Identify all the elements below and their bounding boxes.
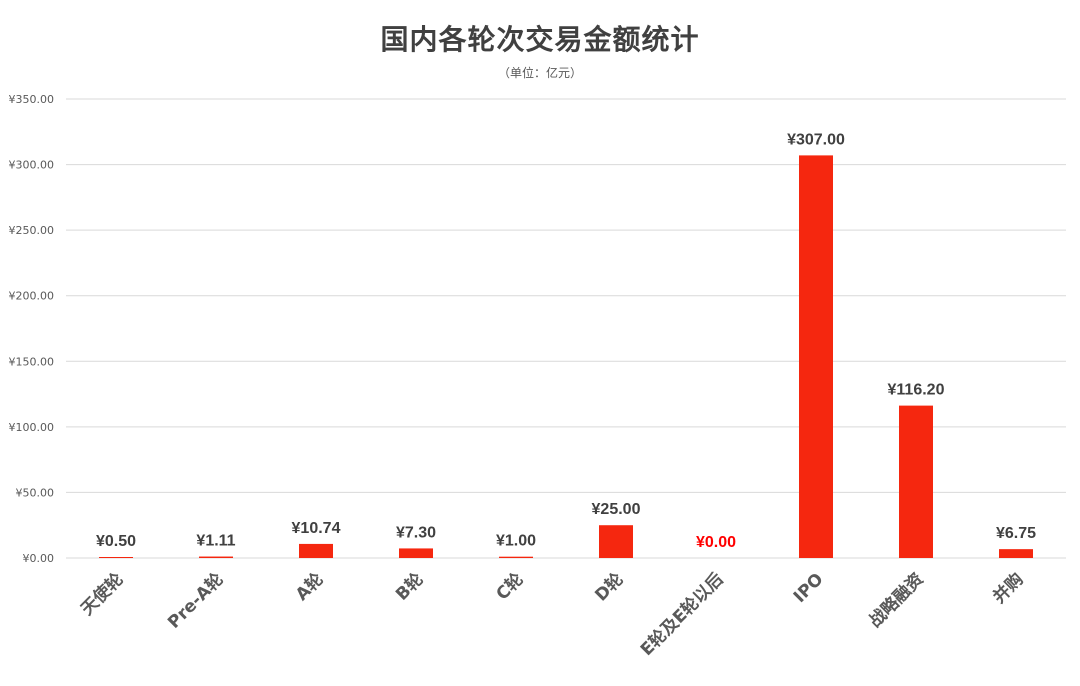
bar xyxy=(599,525,633,558)
x-tick-label: A轮 xyxy=(291,569,327,605)
bar xyxy=(99,557,133,558)
bar xyxy=(999,549,1033,558)
data-label: ¥0.50 xyxy=(96,533,136,550)
data-label: ¥307.00 xyxy=(787,131,845,148)
y-tick-label: ¥0.00 xyxy=(23,552,55,565)
chart-subtitle: （单位：亿元） xyxy=(497,66,582,80)
y-tick-label: ¥150.00 xyxy=(9,355,55,368)
bar xyxy=(299,543,333,558)
bar xyxy=(899,405,933,558)
bar xyxy=(399,548,433,558)
y-tick-label: ¥300.00 xyxy=(9,159,55,172)
data-label: ¥1.11 xyxy=(196,533,235,550)
data-label: ¥1.00 xyxy=(496,533,536,550)
data-label: ¥25.00 xyxy=(592,501,641,518)
data-label: ¥7.30 xyxy=(396,524,436,541)
y-tick-label: ¥50.00 xyxy=(16,486,55,499)
x-tick-label: 并购 xyxy=(989,569,1028,608)
bar xyxy=(799,155,833,559)
x-tick-label: C轮 xyxy=(492,569,528,605)
data-label: ¥116.20 xyxy=(888,382,945,399)
x-tick-label: 天使轮 xyxy=(77,569,128,620)
x-tick-label: D轮 xyxy=(591,569,628,606)
x-tick-label: Pre-A轮 xyxy=(163,569,227,633)
data-label: ¥10.74 xyxy=(292,520,341,537)
data-label: ¥0.00 xyxy=(696,534,736,551)
bar xyxy=(199,556,233,558)
x-tick-label: 战略融资 xyxy=(865,569,928,632)
x-tick-label: E轮及E轮以后 xyxy=(636,569,727,660)
y-tick-label: ¥250.00 xyxy=(9,224,55,237)
data-label: ¥6.75 xyxy=(996,525,1036,542)
y-tick-label: ¥350.00 xyxy=(9,93,55,106)
x-tick-label: B轮 xyxy=(391,569,427,605)
y-tick-label: ¥100.00 xyxy=(9,421,55,434)
bar xyxy=(499,556,533,558)
chart-title: 国内各轮次交易金额统计 xyxy=(380,23,700,56)
x-tick-label: IPO xyxy=(790,569,828,607)
y-tick-label: ¥200.00 xyxy=(9,290,55,303)
